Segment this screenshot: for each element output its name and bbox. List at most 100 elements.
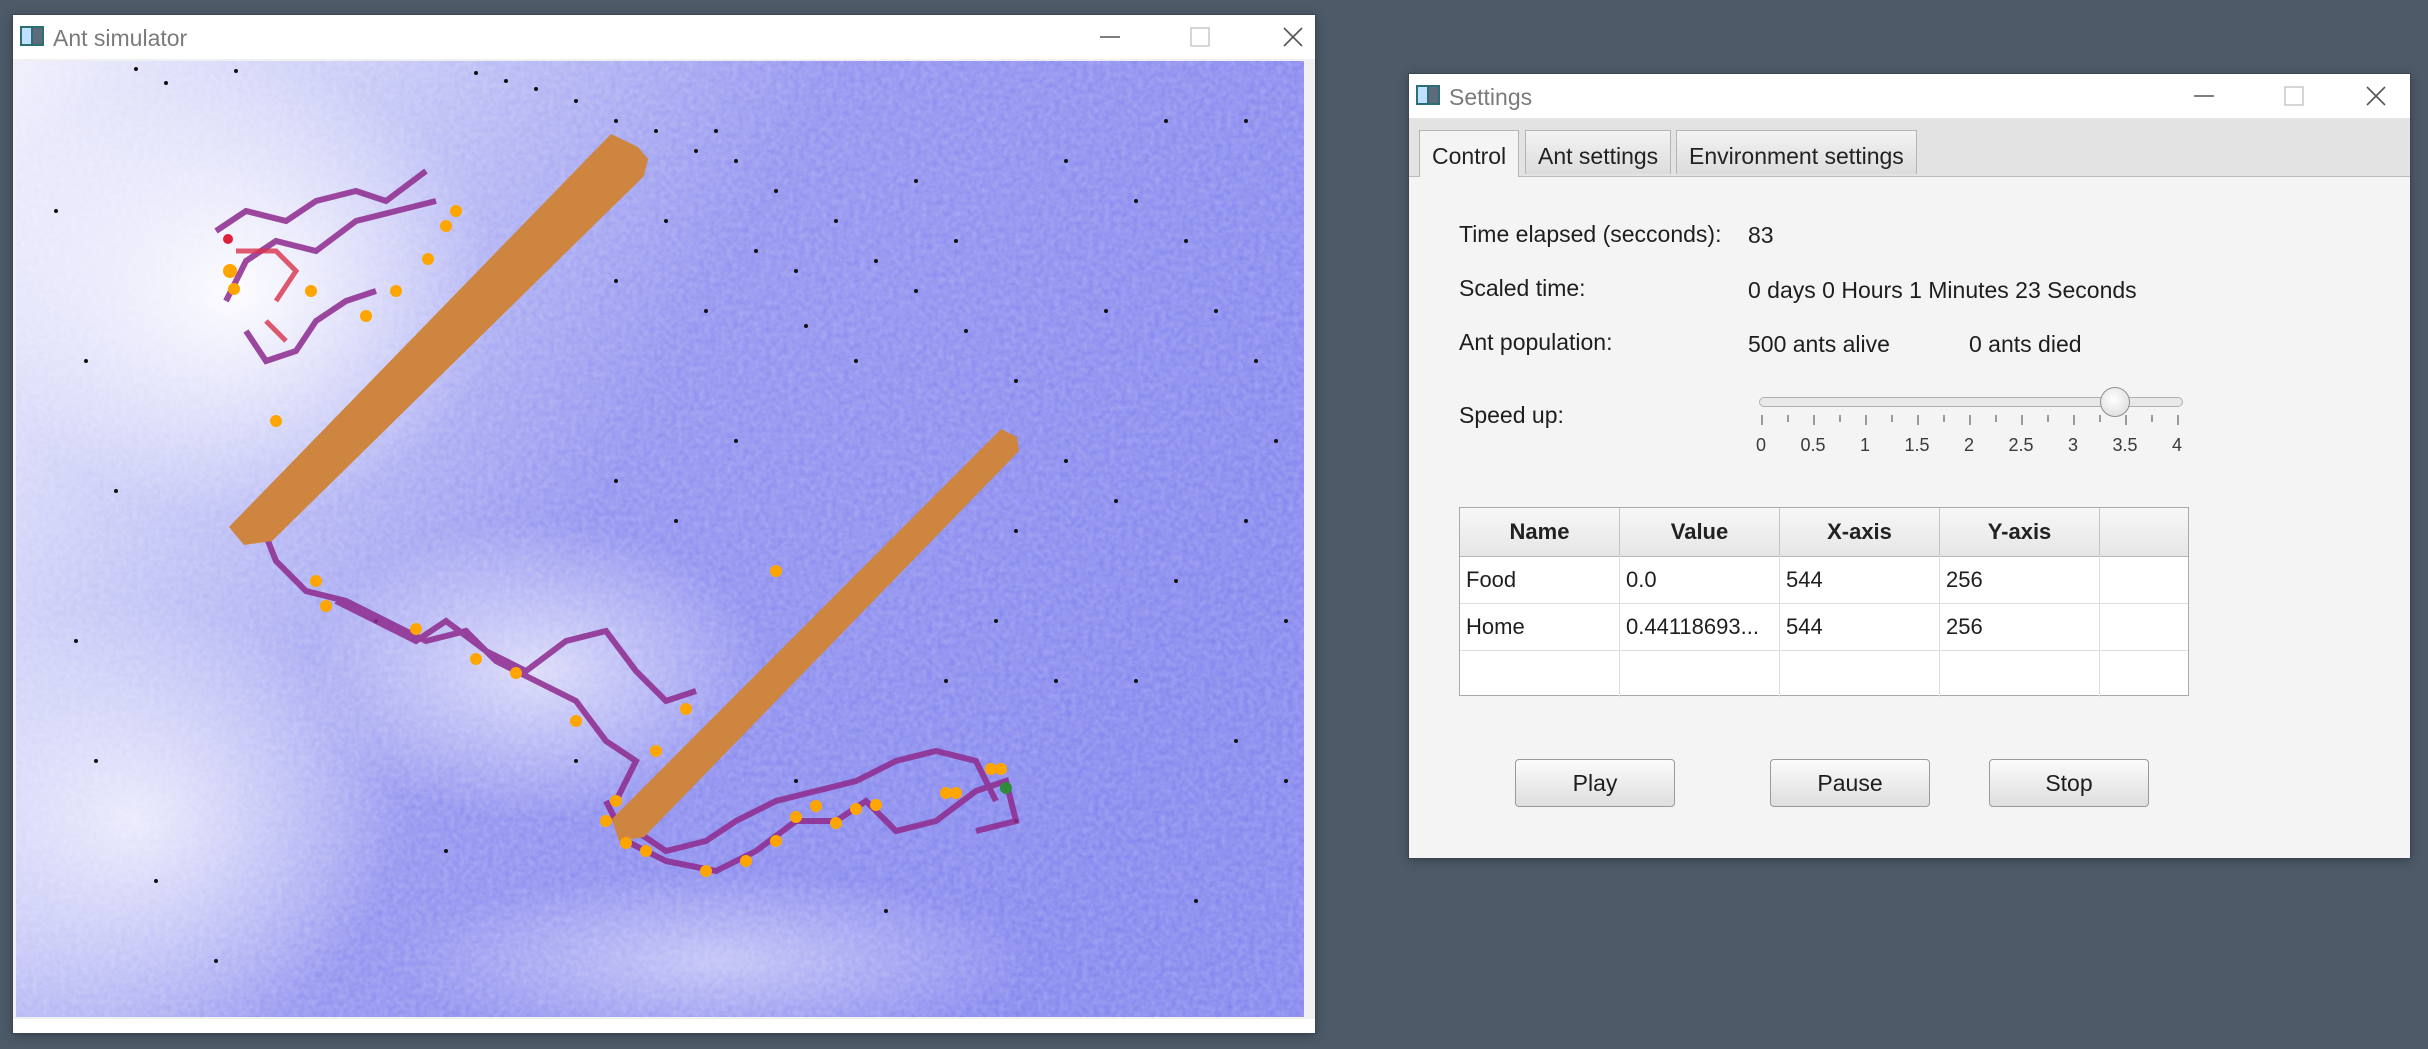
cell-blank [2100, 603, 2188, 650]
markers-table[interactable]: Name Value X-axis Y-axis Food 0.0 544 25… [1459, 507, 2189, 697]
slider-tick-label: 2.5 [2008, 435, 2034, 455]
cell-y-axis: 256 [1940, 556, 2100, 603]
settings-window: Settings Control Ant settings Environmen… [1409, 74, 2410, 858]
ant-simulator-window: Ant simulator [13, 15, 1315, 1033]
food-source [229, 134, 648, 545]
window-title: Ant simulator [53, 25, 188, 51]
column-header-blank[interactable] [2100, 508, 2188, 556]
slider-tick [1943, 415, 1945, 422]
cell-x-axis: 544 [1780, 603, 1940, 650]
tab-bar: Control Ant settings Environment setting… [1409, 118, 2410, 177]
close-icon [1283, 27, 1303, 47]
window-title: Settings [1449, 84, 1533, 110]
cell-value [1620, 650, 1780, 697]
ants [223, 205, 1007, 877]
ants-alive-value: 500 ants alive [1748, 331, 1890, 357]
slider-tick [1761, 415, 1763, 425]
scaled-time-value: 0 days 0 Hours 1 Minutes 23 Seconds [1748, 277, 2137, 303]
app-icon [20, 26, 44, 46]
maximize-icon [1190, 27, 1210, 47]
slider-tick [2047, 415, 2049, 422]
slider-tick [1891, 415, 1893, 422]
slider-tick [1995, 415, 1997, 422]
slider-tick-label: 0.5 [1800, 435, 1826, 455]
column-header-y-axis[interactable]: Y-axis [1940, 508, 2100, 556]
slider-tick-label: 1 [1859, 435, 1871, 455]
time-elapsed-value: 83 [1748, 222, 1774, 248]
maximize-button[interactable] [1165, 15, 1235, 59]
cell-value: 0.44118693... [1620, 603, 1780, 650]
control-panel: Time elapsed (secconds): 83 Scaled time:… [1409, 177, 2410, 858]
title-bar[interactable]: Settings [1409, 74, 2410, 118]
slider-tick-label: 2 [1963, 435, 1975, 455]
close-icon [2366, 86, 2386, 106]
slider-tick-label: 3.5 [2112, 435, 2138, 455]
cell-value: 0.0 [1620, 556, 1780, 603]
slider-tick [2177, 415, 2179, 425]
table-header: Name Value X-axis Y-axis [1460, 508, 2188, 557]
stop-button[interactable]: Stop [1989, 759, 2149, 807]
tab-control[interactable]: Control [1419, 130, 1520, 177]
scaled-time-label: Scaled time: [1459, 275, 1586, 301]
slider-tick [1865, 415, 1867, 425]
pheromone-trails [214, 168, 1020, 875]
slider-tick [2099, 415, 2101, 422]
obstacles [54, 67, 1288, 963]
speed-up-slider-thumb[interactable] [2099, 387, 2130, 417]
pause-button[interactable]: Pause [1770, 759, 1930, 807]
slider-tick [2021, 415, 2023, 425]
table-row[interactable] [1460, 650, 2188, 697]
cell-y-axis [1940, 650, 2100, 697]
minimize-button[interactable] [1075, 15, 1145, 59]
maximize-button[interactable] [2259, 74, 2329, 118]
tab-ant-settings[interactable]: Ant settings [1525, 130, 1672, 174]
ant-home [1000, 782, 1012, 794]
cell-name [1460, 650, 1620, 697]
slider-tick [1839, 415, 1841, 422]
slider-tick [1813, 415, 1815, 425]
slider-tick-label: 1.5 [1904, 435, 1930, 455]
column-header-name[interactable]: Name [1460, 508, 1620, 556]
slider-tick [2151, 415, 2153, 422]
close-button[interactable] [1258, 15, 1328, 59]
maximize-icon [2284, 86, 2304, 106]
minimize-icon [2194, 95, 2214, 97]
title-bar[interactable]: Ant simulator [13, 15, 1315, 59]
slider-tick [1787, 415, 1789, 422]
column-header-value[interactable]: Value [1620, 508, 1780, 556]
cell-name: Home [1460, 603, 1620, 650]
cell-name: Food [1460, 556, 1620, 603]
slider-tick [1917, 415, 1919, 425]
table-row[interactable]: Food 0.0 544 256 [1460, 556, 2188, 604]
table-row[interactable]: Home 0.44118693... 544 256 [1460, 603, 2188, 651]
minimize-icon [1100, 36, 1120, 38]
slider-tick-label: 0 [1755, 435, 1767, 455]
ants-died-value: 0 ants died [1969, 331, 2082, 357]
cell-blank [2100, 556, 2188, 603]
slider-tick-label: 4 [2171, 435, 2183, 455]
speed-up-label: Speed up: [1459, 402, 1564, 428]
speed-up-slider-track[interactable] [1759, 397, 2183, 407]
app-icon [1416, 85, 1440, 105]
cell-y-axis: 256 [1940, 603, 2100, 650]
close-button[interactable] [2341, 74, 2411, 118]
time-elapsed-label: Time elapsed (secconds): [1459, 221, 1722, 247]
minimize-button[interactable] [2169, 74, 2239, 118]
red-trails [236, 248, 300, 343]
cell-x-axis: 544 [1780, 556, 1940, 603]
pheromone-noise [16, 61, 1304, 1017]
simulation-view [16, 61, 1304, 1017]
play-button[interactable]: Play [1515, 759, 1675, 807]
slider-tick [2125, 415, 2127, 425]
slider-tick [1969, 415, 1971, 425]
window-bottom-border [13, 1019, 1315, 1033]
cell-x-axis [1780, 650, 1940, 697]
slider-tick [2073, 415, 2075, 425]
red-marker [223, 234, 233, 244]
column-header-x-axis[interactable]: X-axis [1780, 508, 1940, 556]
cell-blank [2100, 650, 2188, 697]
tab-environment-settings[interactable]: Environment settings [1676, 130, 1917, 174]
population-label: Ant population: [1459, 329, 1613, 355]
simulation-canvas[interactable] [16, 61, 1304, 1017]
food-source [612, 429, 1019, 841]
